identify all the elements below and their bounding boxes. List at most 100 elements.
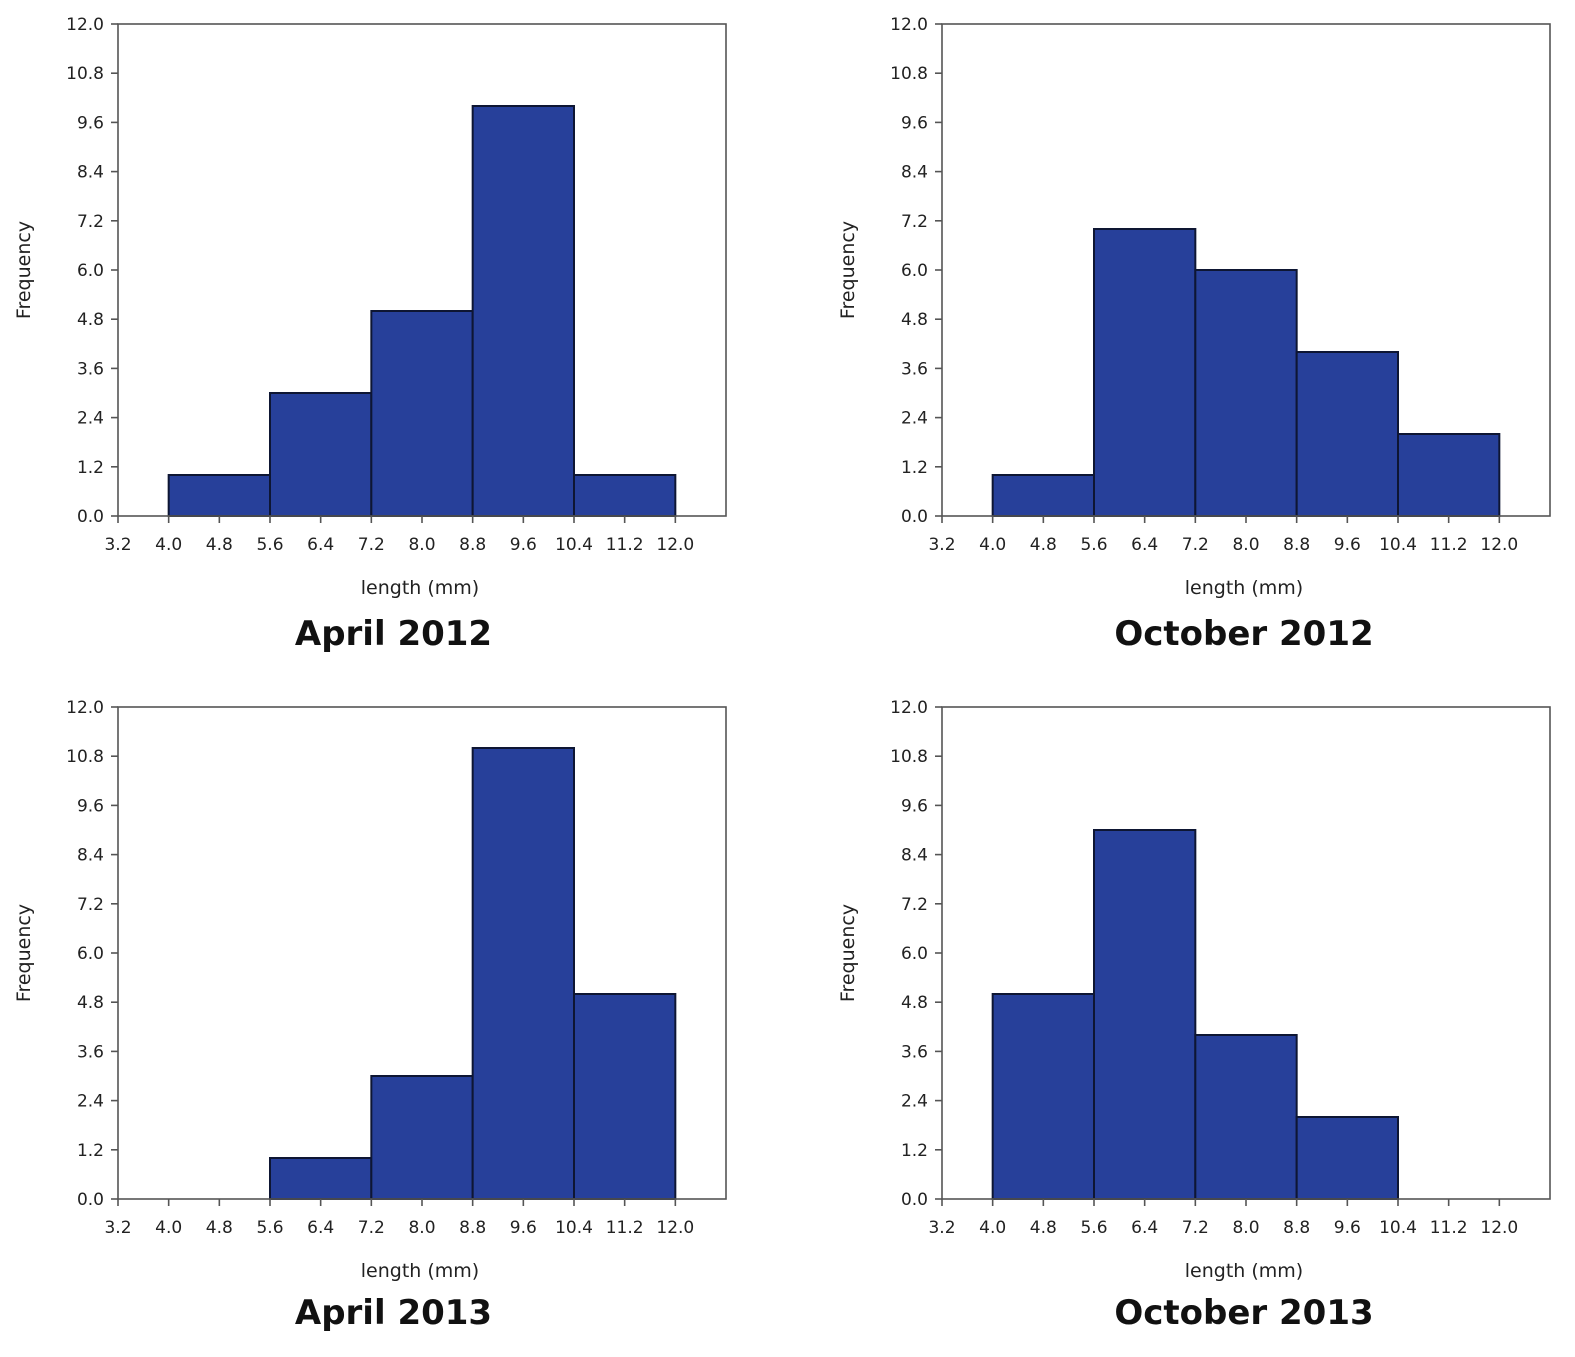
- y-tick-label: 2.4: [77, 1092, 104, 1112]
- x-tick-label: 3.2: [928, 535, 955, 555]
- y-tick-label: 12.0: [66, 15, 104, 35]
- y-tick-label: 9.6: [77, 796, 104, 816]
- x-tick-label: 12.0: [656, 535, 694, 555]
- histogram-bar: [269, 1157, 373, 1200]
- y-tick-label: 4.8: [901, 310, 928, 330]
- x-axis-label: length (mm): [361, 1260, 479, 1282]
- x-tick-label: 8.8: [1283, 535, 1310, 555]
- histogram-chart: Frequency length (mm) 0.0 1.2 2.4 3.6 4.8 6.0…: [13, 15, 727, 599]
- x-tick-label: 11.2: [1430, 535, 1468, 555]
- y-tick-label: 1.2: [901, 458, 928, 478]
- x-axis-label: length (mm): [1185, 1260, 1303, 1282]
- x-tick-label: 10.4: [555, 1218, 593, 1238]
- histogram-bar: [370, 1075, 474, 1200]
- y-tick-label: 10.8: [890, 64, 928, 84]
- x-tick-label: 4.0: [979, 535, 1006, 555]
- y-tick-label: 6.0: [77, 261, 104, 281]
- y-tick-label: 9.6: [901, 796, 928, 816]
- x-tick-label: 11.2: [1430, 1218, 1468, 1238]
- x-tick-label: 10.4: [555, 535, 593, 555]
- histogram-bar: [370, 310, 474, 517]
- x-tick-label: 8.0: [1232, 535, 1259, 555]
- y-tick-label: 0.0: [901, 507, 928, 527]
- x-tick-label: 4.0: [979, 1218, 1006, 1238]
- x-tick-label: 10.4: [1379, 1218, 1417, 1238]
- x-tick-label: 12.0: [656, 1218, 694, 1238]
- y-tick-label: 2.4: [901, 1092, 928, 1112]
- histogram-chart: Frequency length (mm) 0.0 1.2 2.4 3.6 4.8 6.0…: [837, 15, 1551, 599]
- x-tick-label: 8.8: [1283, 1218, 1310, 1238]
- x-tick-label: 6.4: [307, 535, 334, 555]
- x-tick-label: 8.0: [408, 1218, 435, 1238]
- x-tick-label: 8.0: [408, 535, 435, 555]
- y-tick-label: 4.8: [77, 993, 104, 1013]
- panel-title: April 2012: [294, 614, 493, 654]
- x-tick-label: 7.2: [358, 1218, 385, 1238]
- x-tick-label: 12.0: [1480, 535, 1518, 555]
- y-tick-label: 3.6: [77, 359, 104, 379]
- y-tick-label: 7.2: [901, 895, 928, 915]
- histogram-bar: [573, 474, 677, 517]
- x-tick-label: 4.8: [1030, 535, 1057, 555]
- x-tick-label: 4.8: [206, 535, 233, 555]
- y-tick-label: 4.8: [901, 993, 928, 1013]
- histogram-panel-october-2012: Frequency length (mm) 0.0 1.2 2.4 3.6 4.8 6.0…: [824, 0, 1575, 674]
- x-tick-label: 6.4: [307, 1218, 334, 1238]
- histogram-bar: [1295, 351, 1399, 517]
- y-tick-label: 2.4: [901, 409, 928, 429]
- x-tick-label: 9.6: [1334, 535, 1361, 555]
- x-tick-label: 8.8: [459, 535, 486, 555]
- y-tick-label: 2.4: [77, 409, 104, 429]
- histogram-bar: [471, 747, 575, 1200]
- x-tick-label: 7.2: [1182, 1218, 1209, 1238]
- y-tick-label: 6.0: [901, 261, 928, 281]
- histogram-bar: [1397, 433, 1501, 517]
- y-tick-label: 1.2: [77, 1141, 104, 1161]
- y-tick-label: 0.0: [901, 1190, 928, 1210]
- y-tick-label: 0.0: [77, 1190, 104, 1210]
- x-tick-label: 6.4: [1131, 535, 1158, 555]
- y-tick-label: 7.2: [77, 895, 104, 915]
- panel-title: October 2012: [1114, 614, 1374, 654]
- histogram-panel-april-2013: Frequency length (mm) 0.0 1.2 2.4 3.6 4.8 6.0…: [0, 683, 787, 1357]
- x-tick-label: 12.0: [1480, 1218, 1518, 1238]
- x-tick-label: 9.6: [1334, 1218, 1361, 1238]
- y-tick-label: 6.0: [77, 944, 104, 964]
- panel-title: October 2013: [1114, 1293, 1374, 1333]
- x-tick-label: 8.8: [459, 1218, 486, 1238]
- histogram-bar: [1093, 829, 1197, 1200]
- x-axis-label: length (mm): [361, 577, 479, 599]
- x-tick-label: 7.2: [1182, 535, 1209, 555]
- x-tick-label: 5.6: [256, 1218, 283, 1238]
- x-tick-label: 4.8: [1030, 1218, 1057, 1238]
- x-tick-label: 11.2: [606, 1218, 644, 1238]
- x-tick-label: 8.0: [1232, 1218, 1259, 1238]
- y-tick-label: 3.6: [901, 359, 928, 379]
- histogram-bar: [991, 474, 1096, 517]
- histogram-bar: [991, 993, 1096, 1200]
- y-tick-label: 9.6: [77, 113, 104, 133]
- y-tick-label: 10.8: [66, 64, 104, 84]
- histogram-panel-october-2013: Frequency length (mm) 0.0 1.2 2.4 3.6 4.8 6.0…: [824, 683, 1575, 1357]
- histogram-chart: Frequency length (mm) 0.0 1.2 2.4 3.6 4.8 6.0…: [837, 698, 1551, 1282]
- x-tick-label: 3.2: [104, 535, 131, 555]
- histogram-bar: [1194, 1034, 1298, 1200]
- x-tick-label: 4.8: [206, 1218, 233, 1238]
- x-axis-label: length (mm): [1185, 577, 1303, 599]
- y-tick-label: 10.8: [890, 747, 928, 767]
- y-tick-label: 4.8: [77, 310, 104, 330]
- histogram-bar: [471, 105, 575, 517]
- y-tick-label: 10.8: [66, 747, 104, 767]
- x-tick-label: 11.2: [606, 535, 644, 555]
- x-tick-label: 4.0: [155, 1218, 182, 1238]
- y-tick-label: 6.0: [901, 944, 928, 964]
- histogram-chart: Frequency length (mm) 0.0 1.2 2.4 3.6 4.8 6.0…: [13, 698, 727, 1282]
- x-tick-label: 3.2: [928, 1218, 955, 1238]
- y-tick-label: 12.0: [890, 698, 928, 718]
- y-tick-label: 0.0: [77, 507, 104, 527]
- histogram-bar: [1194, 269, 1298, 517]
- y-axis-label: Frequency: [13, 221, 35, 319]
- x-tick-label: 4.0: [155, 535, 182, 555]
- x-tick-label: 9.6: [510, 1218, 537, 1238]
- y-tick-label: 7.2: [77, 212, 104, 232]
